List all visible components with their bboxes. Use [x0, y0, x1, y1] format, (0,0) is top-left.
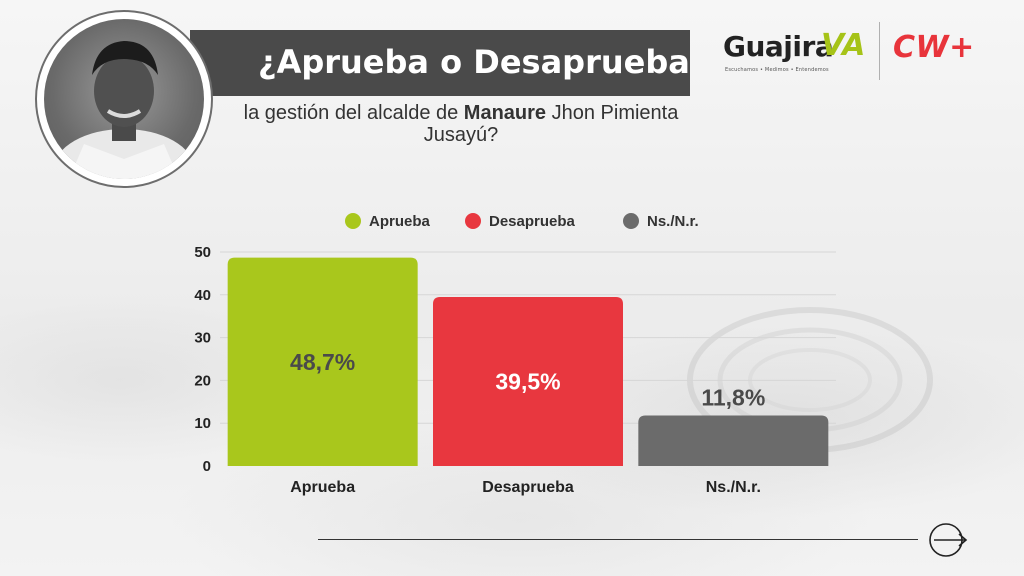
arrow-right-circle-icon[interactable]	[928, 520, 968, 560]
legend-swatch-desaprueba	[465, 213, 481, 229]
subtitle-municipality: Manaure	[463, 102, 547, 124]
y-tick-label: 40	[194, 287, 211, 304]
page-title: ¿Aprueba o Desaprueba	[258, 43, 690, 81]
y-tick-label: 10	[194, 415, 211, 432]
y-tick-label: 30	[194, 330, 211, 347]
x-category-label: Desaprueba	[482, 479, 574, 496]
legend-label-aprueba: Aprueba	[369, 212, 430, 230]
cw-plus-logo: CW+	[893, 30, 975, 65]
footer-divider	[318, 539, 918, 540]
bar-value-label: 11,8%	[701, 384, 765, 410]
legend-label-desaprueba: Desaprueba	[489, 212, 575, 230]
title-bar	[190, 30, 690, 96]
legend-swatch-ns-nr	[623, 213, 639, 229]
legend-swatch-aprueba	[345, 213, 361, 229]
legend-item-desaprueba: Desaprueba	[465, 210, 575, 232]
guajira-logo-tagline: Escuchamos • Medimos • Entendemos	[725, 67, 829, 73]
guajiraya-logo: Guajira VA Escuchamos • Medimos • Entend…	[723, 28, 873, 78]
portrait-photo	[44, 19, 204, 179]
x-category-label: Ns./N.r.	[706, 479, 761, 496]
y-tick-label: 20	[194, 372, 211, 389]
x-category-label: Aprueba	[290, 479, 355, 496]
person-silhouette-icon	[54, 41, 194, 179]
bar-value-label: 39,5%	[495, 368, 560, 394]
page-subtitle: la gestión del alcalde de Manaure Jhon P…	[216, 102, 706, 146]
bar-value-label: 48,7%	[290, 349, 355, 375]
logo-divider	[879, 22, 880, 80]
legend-item-aprueba: Aprueba	[345, 210, 430, 232]
legend-label-ns-nr: Ns./N.r.	[647, 212, 699, 230]
y-tick-label: 0	[203, 458, 211, 475]
portrait-frame	[35, 10, 213, 188]
bar	[433, 296, 623, 466]
subtitle-text-pre: la gestión del alcalde de	[243, 102, 464, 124]
subtitle-text-post: Jhon Pimienta Jusayú?	[423, 102, 679, 146]
legend-item-ns-nr: Ns./N.r.	[623, 210, 699, 232]
y-tick-label: 50	[194, 244, 211, 261]
guajira-logo-accent: VA	[821, 28, 866, 63]
guajira-logo-text: Guajira	[723, 30, 834, 63]
bar	[638, 415, 829, 466]
bar	[227, 257, 418, 466]
